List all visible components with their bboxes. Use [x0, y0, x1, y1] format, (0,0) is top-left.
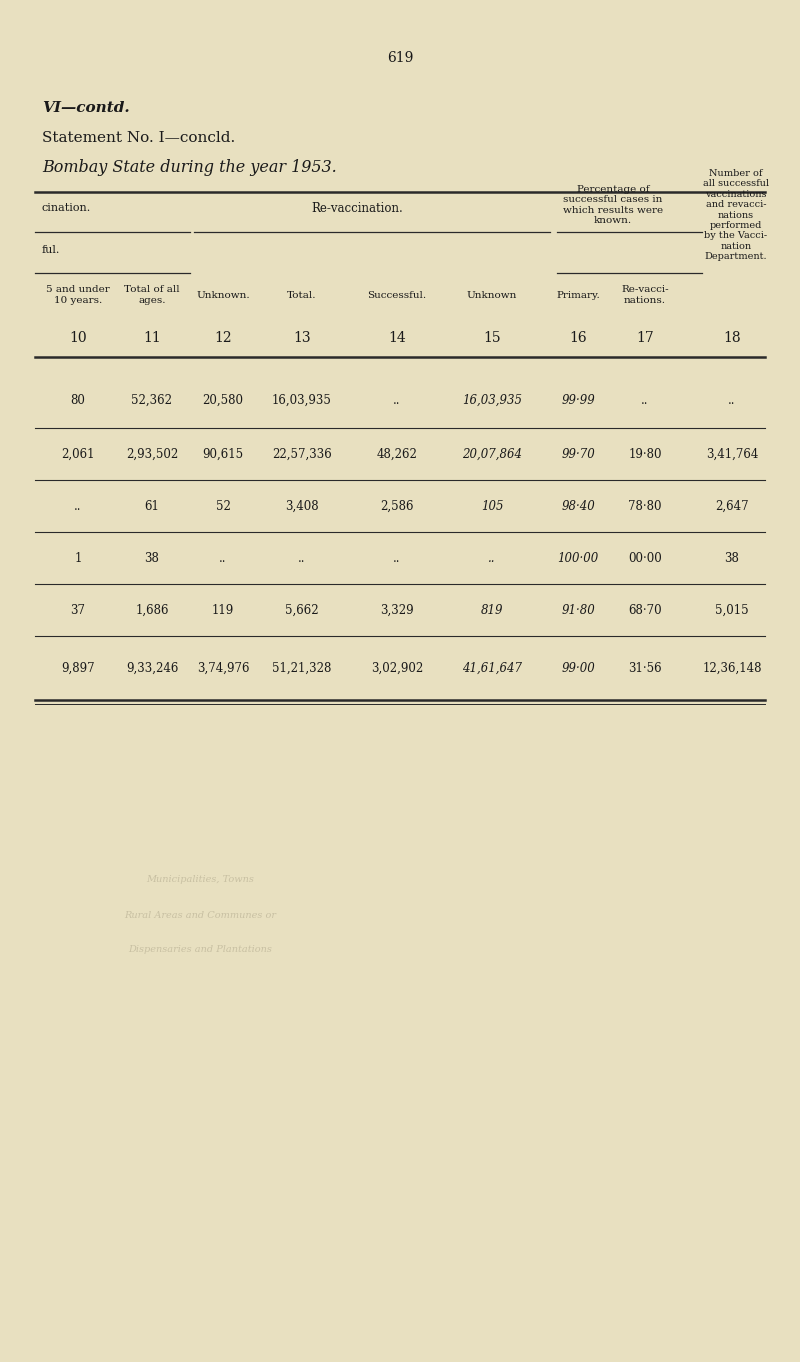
Text: 15: 15 [483, 331, 501, 345]
Text: 5,015: 5,015 [715, 603, 749, 617]
Text: 3,41,764: 3,41,764 [706, 448, 758, 460]
Text: 98·40: 98·40 [561, 500, 595, 512]
Text: 51,21,328: 51,21,328 [272, 662, 332, 674]
Text: 90,615: 90,615 [202, 448, 243, 460]
Text: 5 and under
10 years.: 5 and under 10 years. [46, 285, 110, 305]
Text: ..: .. [728, 394, 736, 406]
Text: Rural Areas and Communes or: Rural Areas and Communes or [124, 911, 276, 919]
Text: 99·00: 99·00 [561, 662, 595, 674]
Text: Total.: Total. [287, 290, 317, 300]
Text: 3,408: 3,408 [285, 500, 319, 512]
Text: 3,74,976: 3,74,976 [197, 662, 250, 674]
Text: 819: 819 [481, 603, 503, 617]
Text: ..: .. [219, 552, 226, 564]
Text: 14: 14 [388, 331, 406, 345]
Text: ..: .. [298, 552, 306, 564]
Text: 68·70: 68·70 [628, 603, 662, 617]
Text: 2,647: 2,647 [715, 500, 749, 512]
Text: VI—contd.: VI—contd. [42, 101, 130, 114]
Text: 52,362: 52,362 [131, 394, 173, 406]
Text: 52: 52 [215, 500, 230, 512]
Text: 20,580: 20,580 [202, 394, 243, 406]
Text: 37: 37 [70, 603, 86, 617]
Text: Percentage of
successful cases in
which results were
known.: Percentage of successful cases in which … [563, 185, 663, 225]
Text: 38: 38 [725, 552, 739, 564]
Text: 78·80: 78·80 [628, 500, 662, 512]
Text: 31·56: 31·56 [628, 662, 662, 674]
Text: 13: 13 [293, 331, 311, 345]
Text: 17: 17 [636, 331, 654, 345]
Text: 2,586: 2,586 [380, 500, 414, 512]
Text: 38: 38 [145, 552, 159, 564]
Text: 19·80: 19·80 [628, 448, 662, 460]
Text: 10: 10 [69, 331, 87, 345]
Text: Unknown: Unknown [467, 290, 517, 300]
Text: 1: 1 [74, 552, 82, 564]
Text: 22,57,336: 22,57,336 [272, 448, 332, 460]
Text: ..: .. [394, 394, 401, 406]
Text: ..: .. [642, 394, 649, 406]
Text: 119: 119 [212, 603, 234, 617]
Text: 16,03,935: 16,03,935 [462, 394, 522, 406]
Text: Number of
all successful
vaccinations
and revacci-
nations
performed
by the Vacc: Number of all successful vaccinations an… [703, 169, 769, 262]
Text: 3,02,902: 3,02,902 [371, 662, 423, 674]
Text: 16: 16 [569, 331, 587, 345]
Text: 2,93,502: 2,93,502 [126, 448, 178, 460]
Text: 9,33,246: 9,33,246 [126, 662, 178, 674]
Text: 2,061: 2,061 [62, 448, 94, 460]
Text: 41,61,647: 41,61,647 [462, 662, 522, 674]
Text: Unknown.: Unknown. [196, 290, 250, 300]
Text: 105: 105 [481, 500, 503, 512]
Text: 18: 18 [723, 331, 741, 345]
Text: Municipalities, Towns: Municipalities, Towns [146, 876, 254, 884]
Text: 12: 12 [214, 331, 232, 345]
Text: 61: 61 [145, 500, 159, 512]
Text: 48,262: 48,262 [377, 448, 418, 460]
Text: 99·70: 99·70 [561, 448, 595, 460]
Text: 12,36,148: 12,36,148 [702, 662, 762, 674]
Text: ful.: ful. [42, 245, 60, 255]
Text: 20,07,864: 20,07,864 [462, 448, 522, 460]
Text: 99·99: 99·99 [561, 394, 595, 406]
Text: 3,329: 3,329 [380, 603, 414, 617]
Text: 91·80: 91·80 [561, 603, 595, 617]
Text: 5,662: 5,662 [285, 603, 319, 617]
Text: Total of all
ages.: Total of all ages. [124, 285, 180, 305]
Text: Bombay State during the year 1953.: Bombay State during the year 1953. [42, 159, 337, 177]
Text: Dispensaries and Plantations: Dispensaries and Plantations [128, 945, 272, 955]
Text: Primary.: Primary. [556, 290, 600, 300]
Text: cination.: cination. [42, 203, 91, 212]
Text: Re-vaccination.: Re-vaccination. [312, 202, 403, 214]
Text: ..: .. [74, 500, 82, 512]
Text: Statement No. I—concld.: Statement No. I—concld. [42, 131, 235, 144]
Text: 00·00: 00·00 [628, 552, 662, 564]
Text: 16,03,935: 16,03,935 [272, 394, 332, 406]
Text: ..: .. [394, 552, 401, 564]
Text: 11: 11 [143, 331, 161, 345]
Text: Successful.: Successful. [367, 290, 426, 300]
Text: 9,897: 9,897 [61, 662, 95, 674]
Text: Re-vacci-
nations.: Re-vacci- nations. [621, 285, 669, 305]
Text: 80: 80 [70, 394, 86, 406]
Text: 100·00: 100·00 [558, 552, 598, 564]
Text: 619: 619 [387, 50, 413, 65]
Text: ..: .. [488, 552, 496, 564]
Text: 1,686: 1,686 [135, 603, 169, 617]
